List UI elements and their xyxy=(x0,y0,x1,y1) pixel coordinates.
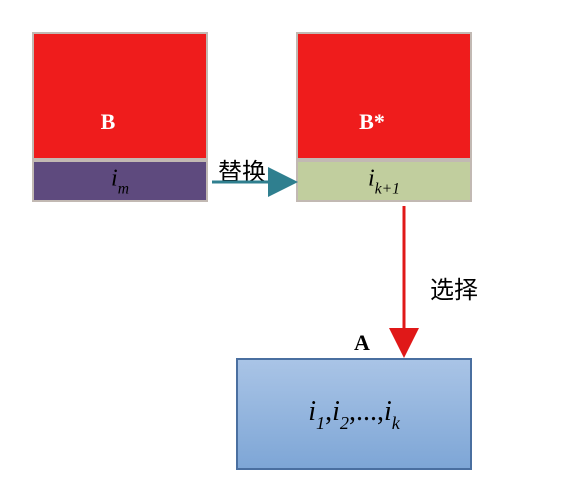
label-replace: 替换 xyxy=(218,152,266,187)
label-select: 选择 xyxy=(430,270,478,305)
box-b-star xyxy=(296,32,472,160)
label-b-star: B* xyxy=(359,109,385,135)
label-i-seq: i1,i2,...,ik xyxy=(308,396,400,432)
label-a: A xyxy=(354,330,370,356)
label-i-m: im xyxy=(111,166,129,197)
box-b xyxy=(32,32,208,160)
label-b: B xyxy=(101,109,116,135)
label-i-k1: ik+1 xyxy=(368,166,400,197)
